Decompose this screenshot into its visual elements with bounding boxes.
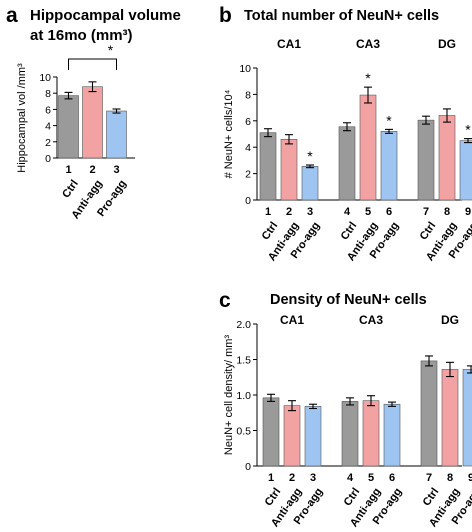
bar: [383, 403, 401, 467]
bracket-star: *: [108, 42, 114, 58]
y-tick-label: 2.0: [236, 319, 251, 331]
bar-number: 9: [468, 472, 472, 484]
bar-number: 7: [426, 472, 432, 484]
bar-number: 9: [465, 206, 471, 218]
bar: [462, 369, 472, 467]
y-tick-label: 2: [245, 169, 251, 181]
bar: [58, 95, 79, 159]
y-tick-label: 10: [239, 63, 251, 75]
y-tick-label: 8: [245, 89, 251, 101]
group-label: DG: [438, 37, 456, 51]
bar-number: 6: [386, 206, 392, 218]
bar: [417, 119, 435, 201]
y-tick-label: 2: [45, 137, 51, 149]
bar-number: 1: [268, 472, 274, 484]
bar: [280, 138, 298, 201]
bar-number: 8: [447, 472, 453, 484]
bar-number: 7: [423, 206, 429, 218]
y-axis-label: NeuN+ cell density/ mm³: [223, 335, 235, 455]
bar: [380, 131, 398, 201]
y-tick-label: 4: [245, 142, 251, 154]
bar-number: 3: [310, 472, 316, 484]
y-tick-label: 4: [45, 121, 51, 133]
bar: [459, 140, 472, 201]
group-label: DG: [441, 313, 459, 327]
bar-number: 2: [89, 164, 95, 176]
significance-star: *: [307, 148, 313, 164]
panel-b-title: Total number of NeuN+ cells: [244, 8, 439, 24]
panel-c-title: Density of NeuN+ cells: [270, 292, 427, 308]
bar: [304, 406, 322, 467]
bar-number: 6: [389, 472, 395, 484]
panel-c-letter: c: [219, 289, 231, 312]
bar-number: 5: [368, 472, 374, 484]
panel-b-letter: b: [219, 4, 232, 27]
y-tick-label: 6: [45, 104, 51, 116]
bar-number: 8: [444, 206, 450, 218]
bar-number: 4: [344, 206, 351, 218]
y-tick-label: 10: [39, 72, 51, 84]
bar-number: 2: [286, 206, 292, 218]
bar: [283, 405, 301, 467]
y-tick-label: 8: [45, 88, 51, 100]
y-tick-label: 0: [45, 153, 51, 165]
panel-a-letter: a: [6, 4, 18, 27]
panel-a-title-line2: at 16mo (mm³): [30, 27, 133, 44]
y-axis-label: Hippocampal vol /mm³: [16, 63, 28, 173]
bar-number: 1: [65, 164, 71, 176]
bar-number: 5: [365, 206, 371, 218]
group-label: CA1: [280, 313, 304, 327]
group-label: CA1: [277, 37, 301, 51]
bar: [341, 401, 359, 467]
bar: [441, 369, 459, 467]
bar: [82, 86, 103, 159]
bar: [438, 115, 456, 201]
bar-number: 3: [113, 164, 119, 176]
significance-star: *: [365, 70, 371, 86]
y-tick-label: 0: [245, 461, 251, 473]
significance-star: *: [465, 122, 471, 138]
y-tick-label: 1.5: [236, 355, 251, 367]
y-axis-label: # NeuN+ cells/10⁴: [223, 89, 235, 178]
significance-bracket: [68, 58, 117, 70]
bar-number: 1: [265, 206, 271, 218]
bar: [362, 400, 380, 467]
category-label: Ctrl: [60, 178, 81, 200]
y-tick-label: 0: [245, 195, 251, 207]
bar-number: 2: [289, 472, 295, 484]
bar: [262, 397, 280, 467]
bar: [301, 166, 319, 201]
bar: [106, 110, 127, 159]
panel-a-title-line1: Hippocampal volume: [30, 7, 181, 24]
bar: [420, 360, 438, 467]
y-tick-label: 0.5: [236, 426, 251, 438]
bar-number: 4: [347, 472, 354, 484]
group-label: CA3: [359, 313, 383, 327]
bar: [338, 126, 356, 201]
bar-number: 3: [307, 206, 313, 218]
bar: [259, 132, 277, 201]
bar: [359, 94, 377, 201]
group-label: CA3: [356, 37, 380, 51]
y-tick-label: 6: [245, 116, 251, 128]
significance-star: *: [386, 112, 392, 128]
y-tick-label: 1.0: [236, 390, 251, 402]
